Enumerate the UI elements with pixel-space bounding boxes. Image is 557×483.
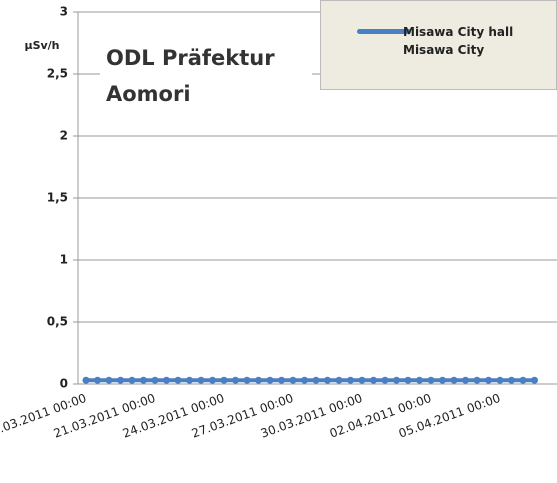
- data-point: [220, 376, 228, 384]
- data-point: [370, 376, 377, 384]
- data-point: [163, 376, 170, 384]
- data-point: [232, 376, 239, 384]
- data-point: [416, 376, 423, 384]
- data-point: [519, 376, 527, 384]
- y-tick-label: 0: [60, 377, 68, 391]
- y-axis-label: µSv/h: [24, 39, 59, 52]
- data-point: [186, 376, 193, 384]
- y-tick-label: 0,5: [47, 315, 68, 329]
- data-point: [151, 376, 159, 384]
- legend-label: Misawa City hall Misawa City: [403, 25, 514, 57]
- data-point: [439, 376, 446, 384]
- y-tick-label: 1,5: [47, 191, 68, 205]
- data-point: [496, 376, 504, 384]
- y-tick-label: 2: [60, 129, 68, 143]
- data-point: [266, 376, 274, 384]
- data-point: [117, 376, 124, 384]
- data-point: [347, 376, 354, 384]
- data-point: [174, 376, 182, 384]
- data-point: [289, 376, 297, 384]
- data-point: [462, 376, 469, 384]
- data-point: [427, 376, 435, 384]
- data-point: [485, 376, 492, 384]
- data-point: [82, 376, 90, 384]
- data-point: [473, 376, 481, 384]
- data-point: [531, 376, 538, 384]
- data-point: [404, 376, 412, 384]
- data-point: [255, 376, 262, 384]
- data-point: [278, 376, 285, 384]
- data-point: [324, 376, 331, 384]
- data-point: [508, 376, 515, 384]
- data-point: [393, 376, 400, 384]
- chart-title: ODL Präfektur Aomori: [100, 38, 312, 114]
- data-point: [94, 376, 101, 384]
- data-point: [128, 376, 136, 384]
- y-tick-label: 2,5: [47, 67, 68, 81]
- data-point: [197, 376, 205, 384]
- data-point: [450, 376, 458, 384]
- data-point: [381, 376, 389, 384]
- data-point: [243, 376, 251, 384]
- data-point: [312, 376, 320, 384]
- data-point: [105, 376, 113, 384]
- data-point: [358, 376, 366, 384]
- legend-swatch: [357, 29, 411, 34]
- y-tick-label: 3: [60, 5, 68, 19]
- data-point: [335, 376, 343, 384]
- data-point: [209, 376, 216, 384]
- y-tick-label: 1: [60, 253, 68, 267]
- legend: Misawa City hall Misawa City: [320, 0, 557, 90]
- data-point: [140, 376, 147, 384]
- data-point: [301, 376, 308, 384]
